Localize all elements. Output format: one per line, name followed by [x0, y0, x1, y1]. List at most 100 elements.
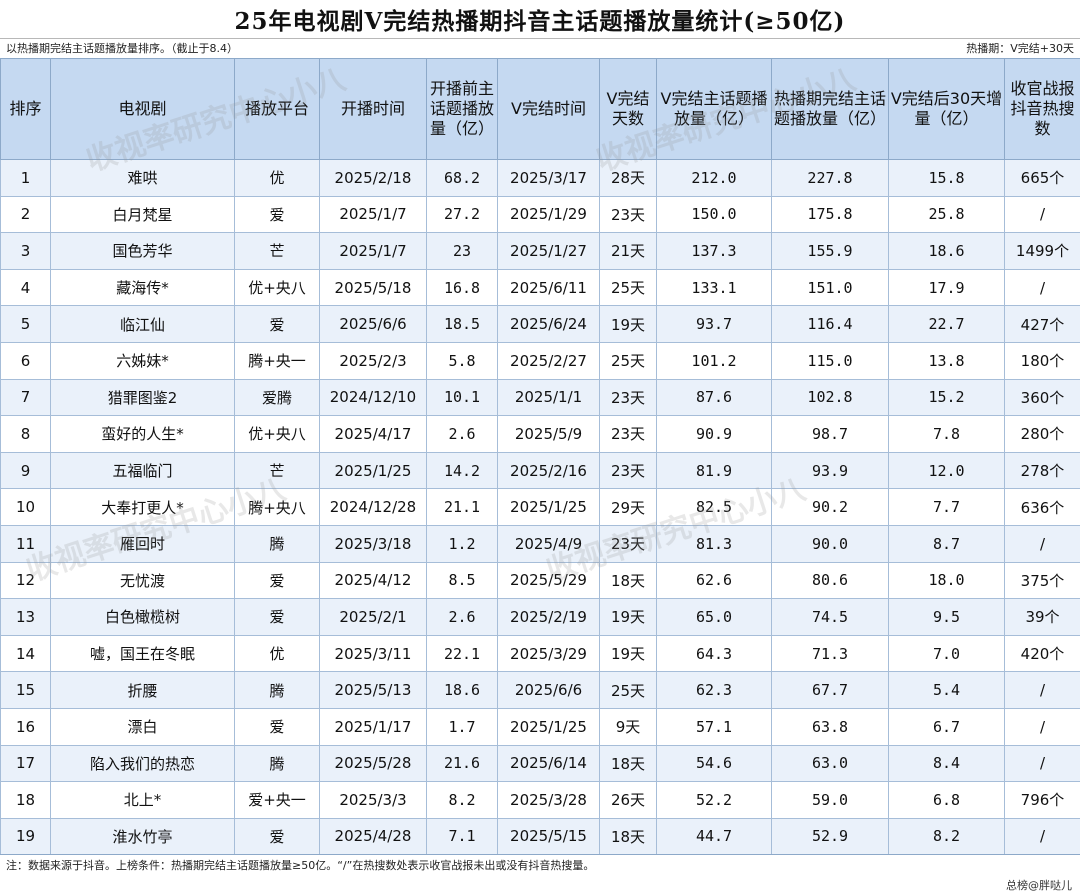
table-cell: 23天: [600, 525, 657, 562]
table-cell: 74.5: [772, 599, 889, 636]
table-cell: 22.7: [889, 306, 1005, 343]
table-cell: 280个: [1005, 416, 1080, 453]
table-cell: /: [1005, 672, 1080, 709]
table-cell: 2025/2/3: [320, 342, 427, 379]
table-cell: 19天: [600, 599, 657, 636]
table-cell: 6: [1, 342, 51, 379]
table-cell: 63.0: [772, 745, 889, 782]
table-cell: 8.7: [889, 525, 1005, 562]
table-cell: 25.8: [889, 196, 1005, 233]
table-cell: 23天: [600, 416, 657, 453]
table-cell: 2025/1/25: [320, 452, 427, 489]
table-cell: 101.2: [657, 342, 772, 379]
table-cell: 16: [1, 708, 51, 745]
table-cell: 2025/2/16: [498, 452, 600, 489]
page-title: 25年电视剧V完结热播期抖音主话题播放量统计(≥50亿): [235, 2, 846, 36]
table-cell: 13.8: [889, 342, 1005, 379]
table-cell: 1.7: [427, 708, 498, 745]
table-cell: 44.7: [657, 818, 772, 855]
table-cell: 87.6: [657, 379, 772, 416]
table-cell: 芒: [235, 452, 320, 489]
table-cell: 93.7: [657, 306, 772, 343]
table-cell: 5: [1, 306, 51, 343]
data-table: 排序 电视剧 播放平台 开播时间 开播前主话题播放量（亿） V完结时间 V完结天…: [0, 58, 1080, 855]
table-cell: 8: [1, 416, 51, 453]
table-cell: 375个: [1005, 562, 1080, 599]
table-cell: /: [1005, 196, 1080, 233]
table-cell: 淮水竹亭: [51, 818, 235, 855]
table-cell: 18.5: [427, 306, 498, 343]
table-cell: 5.4: [889, 672, 1005, 709]
table-cell: 六姊妹*: [51, 342, 235, 379]
table-cell: 11: [1, 525, 51, 562]
table-cell: 57.1: [657, 708, 772, 745]
table-cell: 8.2: [889, 818, 1005, 855]
table-cell: 爱: [235, 306, 320, 343]
table-cell: 9: [1, 452, 51, 489]
table-cell: 150.0: [657, 196, 772, 233]
table-cell: 17.9: [889, 269, 1005, 306]
table-cell: 28天: [600, 160, 657, 197]
table-cell: 12: [1, 562, 51, 599]
table-cell: 18天: [600, 818, 657, 855]
table-cell: 23天: [600, 196, 657, 233]
header-rank: 排序: [1, 59, 51, 160]
table-cell: 54.6: [657, 745, 772, 782]
table-cell: 22.1: [427, 635, 498, 672]
table-cell: /: [1005, 745, 1080, 782]
subtitle-bar: 以热播期完结主话题播放量排序。（截止于8.4） 热播期：V完结+30天: [0, 39, 1080, 57]
table-cell: 8.5: [427, 562, 498, 599]
table-cell: 大奉打更人*: [51, 489, 235, 526]
sort-note: 以热播期完结主话题播放量排序。（截止于8.4）: [0, 40, 244, 56]
table-cell: 9.5: [889, 599, 1005, 636]
table-cell: 14: [1, 635, 51, 672]
table-cell: 4: [1, 269, 51, 306]
table-cell: 18.6: [889, 233, 1005, 270]
table-cell: 1499个: [1005, 233, 1080, 270]
table-cell: 五福临门: [51, 452, 235, 489]
table-cell: 29天: [600, 489, 657, 526]
header-30day-increment: V完结后30天增量（亿）: [889, 59, 1005, 160]
table-cell: 8.2: [427, 782, 498, 819]
table-cell: 2025/1/7: [320, 233, 427, 270]
table-cell: 优: [235, 160, 320, 197]
table-cell: /: [1005, 525, 1080, 562]
table-cell: 15.2: [889, 379, 1005, 416]
table-cell: 2025/5/28: [320, 745, 427, 782]
table-cell: 2025/3/11: [320, 635, 427, 672]
table-cell: 26天: [600, 782, 657, 819]
table-cell: 71.3: [772, 635, 889, 672]
table-cell: 8.4: [889, 745, 1005, 782]
table-cell: 25天: [600, 342, 657, 379]
table-cell: 14.2: [427, 452, 498, 489]
table-cell: 25天: [600, 269, 657, 306]
table-cell: 2025/2/18: [320, 160, 427, 197]
table-cell: 2025/6/6: [320, 306, 427, 343]
table-cell: 19: [1, 818, 51, 855]
table-cell: 2025/3/28: [498, 782, 600, 819]
table-cell: 18天: [600, 745, 657, 782]
table-cell: 腾+央一: [235, 342, 320, 379]
table-cell: 2025/6/6: [498, 672, 600, 709]
table-cell: 81.9: [657, 452, 772, 489]
table-cell: 5.8: [427, 342, 498, 379]
table-cell: 2.6: [427, 599, 498, 636]
table-cell: 18: [1, 782, 51, 819]
table-cell: 2025/5/15: [498, 818, 600, 855]
table-cell: 2025/1/25: [498, 708, 600, 745]
table-cell: 7.8: [889, 416, 1005, 453]
table-cell: 2025/1/1: [498, 379, 600, 416]
table-cell: 180个: [1005, 342, 1080, 379]
table-cell: 腾: [235, 745, 320, 782]
table-cell: 折腰: [51, 672, 235, 709]
table-cell: 1.2: [427, 525, 498, 562]
table-cell: 2025/3/17: [498, 160, 600, 197]
